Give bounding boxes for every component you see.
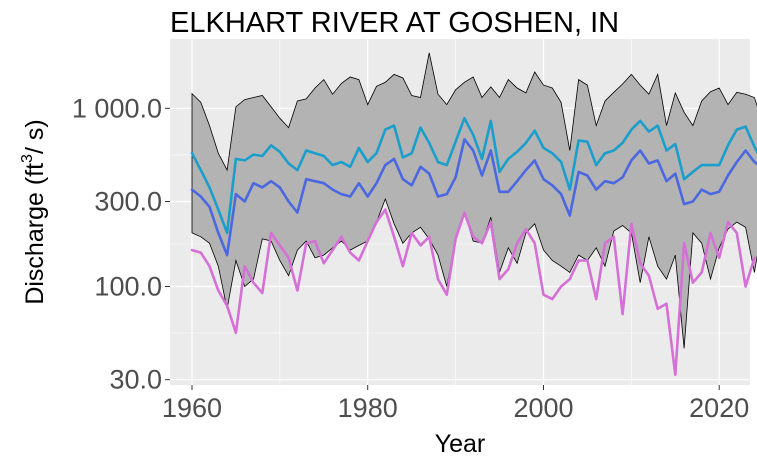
y-axis-title-suffix: / s)	[21, 119, 49, 154]
y-axis-title-prefix: Discharge (ft	[21, 163, 49, 305]
x-tick-label: 2020	[689, 393, 749, 423]
x-tick-label: 1960	[162, 393, 222, 423]
y-tick-label: 30.0	[109, 365, 162, 395]
x-tick-label: 2000	[513, 393, 573, 423]
y-axis-title-superscript: 3	[19, 154, 36, 163]
series-line-lower-percentile	[190, 208, 756, 376]
chart-title: ELKHART RIVER AT GOSHEN, IN	[170, 7, 619, 39]
series-line-upper-percentile	[190, 116, 757, 235]
series-line-median	[190, 138, 757, 257]
x-axis-title: Year	[435, 430, 486, 458]
x-tick-label: 1980	[338, 393, 398, 423]
y-tick-label: 1 000.0	[72, 93, 162, 123]
y-tick-label: 300.0	[94, 187, 162, 217]
y-tick-label: 100.0	[94, 272, 162, 302]
y-axis-title: Discharge (ft3/ s)	[19, 119, 49, 304]
